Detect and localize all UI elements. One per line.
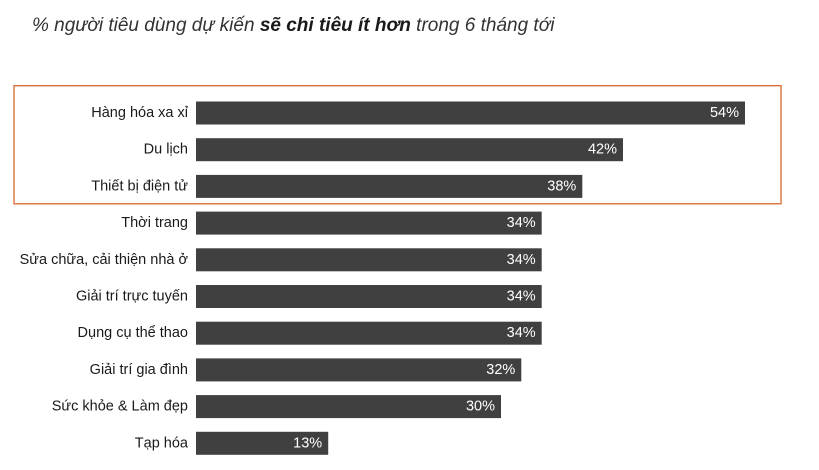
category-label: Sức khỏe & Làm đẹp: [52, 399, 188, 415]
chart-title: % người tiêu dùng dự kiến sẽ chi tiêu ít…: [32, 15, 554, 37]
bar: [196, 395, 501, 419]
category-label: Thời trang: [121, 215, 188, 231]
highlight-layer: [13, 85, 782, 205]
bar: [196, 358, 522, 382]
bar: [196, 138, 623, 162]
chart-title-suffix: trong 6 tháng tới: [410, 15, 555, 36]
category-label: Thiết bị điện tử: [91, 178, 188, 194]
bar: [196, 248, 542, 272]
category-label: Sửa chữa, cải thiện nhà ở: [20, 252, 189, 268]
value-label: 38%: [547, 178, 576, 194]
chart-title-prefix: % người tiêu dùng dự kiến: [32, 15, 260, 36]
value-label: 30%: [466, 399, 495, 415]
highlight-box: [13, 85, 782, 205]
bar: [196, 431, 329, 455]
category-label: Giải trí trực tuyến: [76, 289, 188, 305]
value-label: 34%: [507, 325, 536, 341]
bar: [196, 211, 542, 235]
category-label: Tạp hóa: [135, 435, 189, 451]
bars-layer: Hàng hóa xa xỉ 54% Du lịch 42% Thiết bị điện…: [20, 101, 745, 455]
category-label: Giải trí gia đình: [90, 362, 188, 378]
category-label: Du lịch: [144, 142, 188, 158]
bar: [196, 174, 583, 198]
chart-title-emphasis: sẽ chi tiêu ít hơn: [259, 15, 411, 36]
value-label: 54%: [710, 105, 739, 121]
value-label: 34%: [507, 289, 536, 305]
value-label: 42%: [588, 142, 617, 158]
value-label: 13%: [293, 435, 322, 451]
category-label: Dụng cụ thể thao: [78, 325, 188, 341]
category-label: Hàng hóa xa xỉ: [91, 105, 189, 121]
value-label: 32%: [486, 362, 515, 378]
value-label: 34%: [507, 252, 536, 268]
bar: [196, 285, 542, 308]
bar: [196, 321, 542, 345]
bar: [196, 101, 745, 125]
value-label: 34%: [507, 215, 536, 231]
